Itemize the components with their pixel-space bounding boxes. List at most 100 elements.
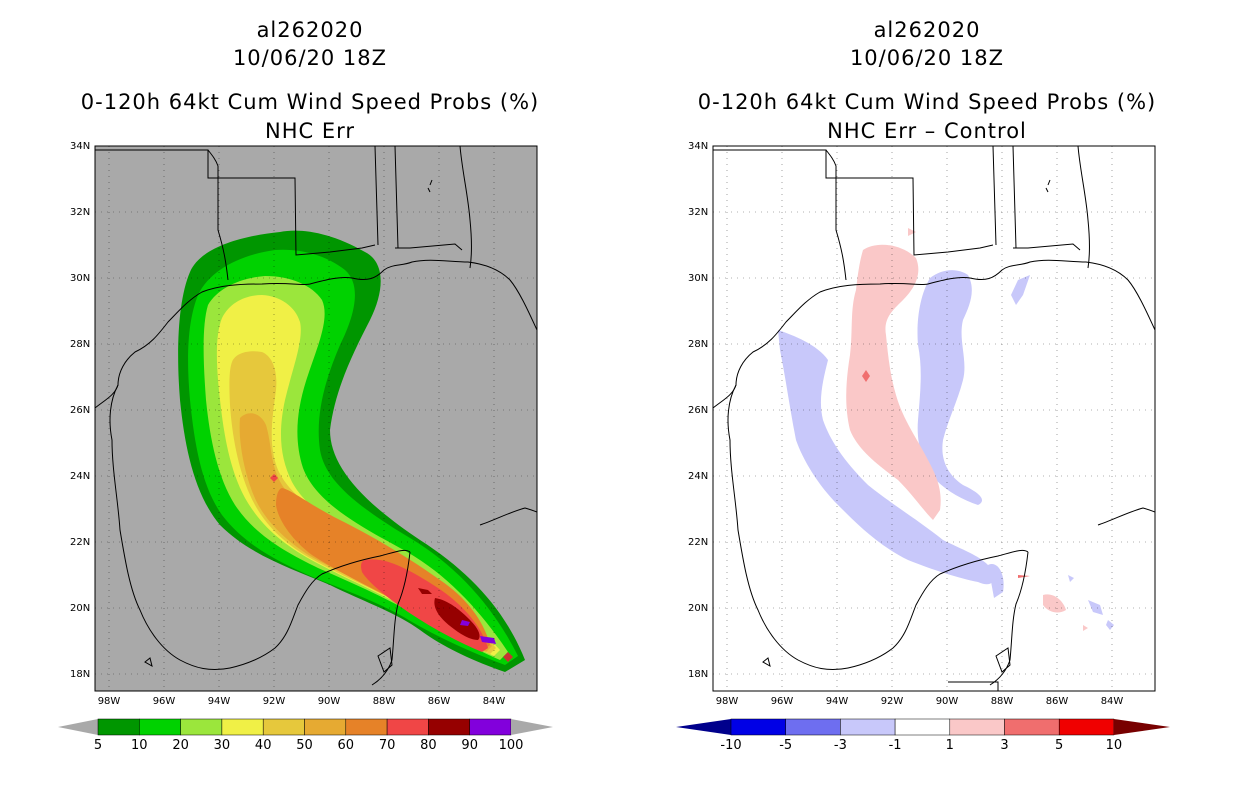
right-datetime: 10/06/20 18Z	[849, 46, 1005, 70]
right-colorbar-label: 10	[1106, 738, 1123, 753]
colorbar-over-arrow	[511, 719, 553, 735]
right-colorbar-label: -1	[889, 738, 902, 753]
lat-label: 30N	[688, 273, 708, 284]
left-title: 0-120h 64kt Cum Wind Speed Probs (%)	[80, 90, 540, 114]
diff-positive-spot	[862, 370, 870, 382]
left-colorbar-swatch	[221, 718, 264, 736]
right-colorbar: -10 -5 -3 -1 1 3 5 10	[676, 718, 1170, 753]
left-grid	[95, 146, 537, 691]
right-colorbar-swatch	[894, 718, 951, 736]
right-map-frame	[712, 145, 1156, 692]
left-colorbar-swatch	[345, 718, 388, 736]
lat-label: 34N	[70, 141, 90, 152]
left-colorbar-label: 50	[296, 738, 313, 753]
right-lon-labels: 98W 96W 94W 92W 90W 88W 86W 84W	[716, 696, 1124, 707]
lon-label: 88W	[991, 696, 1014, 707]
right-colorbar-label: 5	[1055, 738, 1063, 753]
left-datetime: 10/06/20 18Z	[232, 46, 388, 70]
left-colorbar-swatch	[262, 718, 305, 736]
lon-label: 98W	[98, 696, 121, 707]
prob-30	[216, 295, 500, 656]
lon-label: 90W	[318, 696, 341, 707]
lat-label: 22N	[688, 537, 708, 548]
lon-label: 88W	[373, 696, 396, 707]
left-colorbar-label: 20	[172, 738, 189, 753]
lat-label: 22N	[70, 537, 90, 548]
right-subtitle: NHC Err – Control	[827, 119, 1027, 143]
lon-label: 96W	[153, 696, 176, 707]
left-colorbar-label: 80	[420, 738, 437, 753]
prob-90-spot	[480, 636, 496, 644]
lon-label: 92W	[881, 696, 904, 707]
left-colorbar-label: 100	[499, 738, 524, 753]
colorbar-over-arrow	[1114, 719, 1170, 735]
lat-label: 18N	[688, 669, 708, 680]
diff-positive-ne	[908, 228, 916, 236]
diff-negative-small-1	[1011, 275, 1030, 305]
left-colorbar-swatch	[139, 718, 181, 736]
lon-label: 92W	[263, 696, 286, 707]
diff-negative-small-3	[1088, 600, 1103, 615]
diff-positive-main	[846, 244, 941, 520]
left-colorbar: 5 10 20 30 40 50 60 70 80 90 100	[58, 718, 553, 753]
left-subtitle: NHC Err	[264, 119, 355, 143]
right-storm-id: al262020	[873, 18, 981, 42]
diff-negative-small-5	[1068, 575, 1074, 582]
left-colorbar-label: 90	[461, 738, 478, 753]
left-colorbar-swatch	[97, 718, 140, 736]
lat-label: 24N	[688, 471, 708, 482]
lon-label: 84W	[483, 696, 506, 707]
lat-label: 34N	[688, 141, 708, 152]
lat-label: 28N	[70, 339, 90, 350]
right-difference-field	[713, 146, 1155, 691]
left-probability-field	[95, 146, 537, 691]
lat-label: 18N	[70, 669, 90, 680]
lat-label: 26N	[688, 405, 708, 416]
left-colorbar-swatch	[428, 718, 470, 736]
left-map: 34N 32N 30N 28N 26N 24N 22N 20N 18N 98W …	[58, 141, 553, 753]
right-coastlines	[713, 146, 1155, 691]
lon-label: 84W	[1101, 696, 1124, 707]
left-colorbar-label: 40	[255, 738, 272, 753]
right-grid	[713, 146, 1155, 691]
lon-label: 86W	[1046, 696, 1069, 707]
diff-negative-center	[917, 270, 983, 505]
diff-negative-west	[778, 330, 994, 585]
lat-label: 26N	[70, 405, 90, 416]
right-colorbar-label: 1	[946, 738, 954, 753]
lon-label: 90W	[936, 696, 959, 707]
right-map: 34N 32N 30N 28N 26N 24N 22N 20N 18N 98W …	[676, 141, 1170, 753]
right-lat-labels: 34N 32N 30N 28N 26N 24N 22N 20N 18N	[688, 141, 708, 680]
right-colorbar-label: 3	[1000, 738, 1008, 753]
right-colorbar-swatch	[1058, 718, 1115, 736]
left-coastlines	[95, 146, 537, 686]
left-lat-labels: 34N 32N 30N 28N 26N 24N 22N 20N 18N	[70, 141, 90, 680]
diff-negative-small-4	[1106, 620, 1114, 630]
right-colorbar-swatch	[1004, 718, 1060, 736]
colorbar-under-arrow	[676, 719, 731, 735]
lon-label: 96W	[771, 696, 794, 707]
lat-label: 32N	[688, 207, 708, 218]
right-colorbar-swatch	[785, 718, 841, 736]
left-colorbar-label: 5	[94, 738, 102, 753]
lat-label: 24N	[70, 471, 90, 482]
lon-label: 98W	[716, 696, 739, 707]
left-colorbar-label: 70	[379, 738, 396, 753]
lon-label: 94W	[826, 696, 849, 707]
right-colorbar-label: -5	[779, 738, 792, 753]
lat-label: 20N	[688, 603, 708, 614]
right-colorbar-swatch	[730, 718, 786, 736]
lat-label: 32N	[70, 207, 90, 218]
lat-label: 28N	[688, 339, 708, 350]
left-colorbar-swatch	[180, 718, 223, 736]
left-storm-id: al262020	[256, 18, 364, 42]
left-lon-labels: 98W 96W 94W 92W 90W 88W 86W 84W	[98, 696, 506, 707]
lat-label: 20N	[70, 603, 90, 614]
prob-90-spot-2	[460, 620, 470, 626]
diff-negative-small-2	[988, 564, 1004, 598]
lon-label: 86W	[428, 696, 451, 707]
right-colorbar-label: -10	[720, 738, 741, 753]
colorbar-under-arrow	[58, 719, 98, 735]
diff-positive-small	[1083, 625, 1088, 631]
left-colorbar-swatch	[469, 718, 512, 736]
